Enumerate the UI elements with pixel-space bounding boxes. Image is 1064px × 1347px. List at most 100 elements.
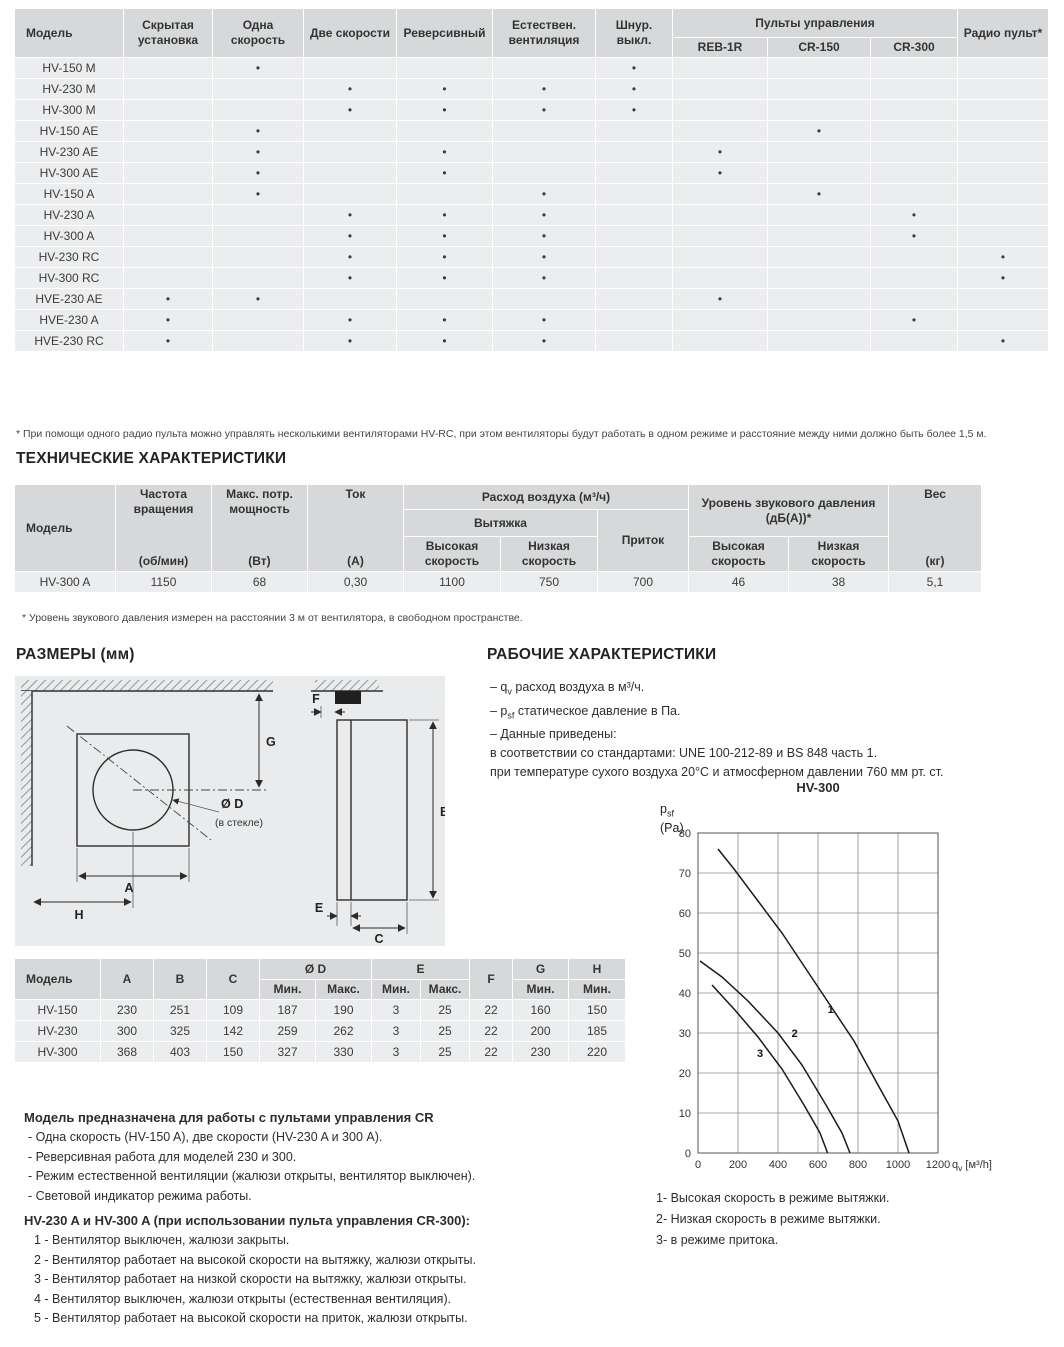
feature-empty [958, 225, 1048, 246]
label-diameter: Ø D [221, 797, 243, 811]
value-cell: 1150 [116, 572, 211, 592]
feature-empty [768, 57, 870, 78]
feature-dot: • [673, 141, 767, 162]
feature-dot: • [871, 309, 957, 330]
x-tick-label: 400 [769, 1159, 787, 1171]
value-cell: 185 [569, 1020, 626, 1041]
col-natural-vent: Естествен. вентиляция [493, 9, 595, 57]
model-name: HVE-230 AE [15, 288, 123, 309]
col-model: Модель [15, 485, 115, 571]
col-exhaust-low: Низкая скорость [501, 537, 597, 571]
value-cell: 150 [207, 1041, 259, 1062]
panel-outline [336, 719, 408, 901]
col-reb-1r: REB-1R [673, 38, 767, 57]
legend-item-1: 1- Высокая скорость в режиме вытяжки. [656, 1191, 890, 1205]
feature-empty [596, 330, 672, 351]
label-e: E [315, 901, 323, 915]
feature-empty [213, 309, 303, 330]
label-h: H [74, 908, 83, 922]
cr-note-item: - Световой индикатор режима работы. [28, 1188, 252, 1203]
feature-empty [673, 78, 767, 99]
feature-dot: • [213, 120, 303, 141]
model-row: HVE-230 RC • • • • • [15, 330, 1048, 351]
value-cell: 5,1 [889, 572, 982, 592]
feature-empty [871, 246, 957, 267]
value-cell: 68 [212, 572, 307, 592]
feature-dot: • [304, 309, 396, 330]
feature-empty [124, 57, 212, 78]
y-tick-label: 60 [679, 908, 691, 920]
feature-empty [304, 57, 396, 78]
performance-section-title: РАБОЧИЕ ХАРАКТЕРИСТИКИ [487, 646, 717, 663]
feature-empty [596, 288, 672, 309]
feature-empty [958, 204, 1048, 225]
feature-dot: • [596, 57, 672, 78]
feature-dot: • [673, 162, 767, 183]
value-cell: 142 [207, 1020, 259, 1041]
col-remotes-group: Пульты управления [673, 9, 957, 37]
model-name: HV-230 A [15, 204, 123, 225]
col-b: B [154, 959, 206, 999]
feature-empty [493, 57, 595, 78]
tech-section-title: ТЕХНИЧЕСКИЕ ХАРАКТЕРИСТИКИ [16, 450, 287, 467]
label-a: A [124, 881, 133, 895]
label-f: F [312, 692, 320, 706]
feature-dot: • [493, 183, 595, 204]
feature-dot: • [397, 78, 492, 99]
cr300-note-item: 3 - Вентилятор работает на низкой скорос… [34, 1272, 467, 1286]
model-name: HV-150 A [15, 183, 123, 204]
col-hidden-install: Скрытая установка [124, 9, 212, 57]
col-d-min: Мин. [260, 980, 315, 999]
feature-dot: • [958, 246, 1048, 267]
feature-empty [871, 162, 957, 183]
feature-dot: • [304, 225, 396, 246]
col-exhaust: Вытяжка [404, 510, 597, 536]
feature-empty [213, 330, 303, 351]
y-axis-label: psf (Pa) [660, 802, 684, 835]
value-cell: 150 [569, 999, 626, 1020]
perf-line-conditions: при температуре сухого воздуха 20°C и ат… [490, 765, 944, 779]
feature-empty [493, 120, 595, 141]
feature-empty [124, 225, 212, 246]
model-name: HV-150 [15, 999, 100, 1020]
feature-empty [213, 78, 303, 99]
feature-dot: • [304, 99, 396, 120]
models-table: Модель Скрытая установка Одна скорость Д… [14, 8, 1049, 352]
model-row: HVE-230 AE • • • [15, 288, 1048, 309]
feature-empty [596, 246, 672, 267]
usage-notes: Модель предназначена для работы с пульта… [24, 1108, 654, 1329]
feature-empty [958, 162, 1048, 183]
feature-dot: • [493, 267, 595, 288]
model-row: HVE-230 A • • • • • [15, 309, 1048, 330]
value-cell: 259 [260, 1020, 315, 1041]
feature-dot: • [493, 330, 595, 351]
feature-dot: • [213, 57, 303, 78]
cr-note-item: - Режим естественной вентиляции (жалюзи … [28, 1169, 476, 1183]
col-two-speeds: Две скорости [304, 9, 396, 57]
feature-empty [124, 183, 212, 204]
y-tick-label: 0 [685, 1148, 691, 1160]
feature-dot: • [768, 183, 870, 204]
feature-dot: • [304, 204, 396, 225]
feature-dot: • [124, 309, 212, 330]
col-e-min: Мин. [372, 980, 420, 999]
value-cell: 220 [569, 1041, 626, 1062]
feature-empty [673, 246, 767, 267]
label-b: B [440, 805, 445, 819]
value-cell: 700 [598, 572, 688, 592]
model-row: HV-300 AE • • • [15, 162, 1048, 183]
cr-notes-title: Модель предназначена для работы с пульта… [24, 1110, 434, 1125]
performance-notes: – qv расход воздуха в м³/ч. – psf статич… [490, 678, 1055, 782]
cr-note-item: - Реверсивная работа для моделей 230 и 3… [28, 1149, 297, 1164]
feature-dot: • [124, 330, 212, 351]
model-name: HV-150 AE [15, 120, 123, 141]
feature-empty [124, 267, 212, 288]
tech-specs-table: Модель Частота вращения (об/мин) Макс. по… [14, 484, 982, 593]
cr300-note-item: 1 - Вентилятор выключен, жалюзи закрыты. [34, 1233, 290, 1247]
col-airflow-group: Расход воздуха (м³/ч) [404, 485, 688, 509]
feature-empty [768, 330, 870, 351]
model-name: HV-230 RC [15, 246, 123, 267]
value-cell: 3 [372, 1020, 420, 1041]
model-name: HV-300 M [15, 99, 123, 120]
feature-empty [124, 141, 212, 162]
